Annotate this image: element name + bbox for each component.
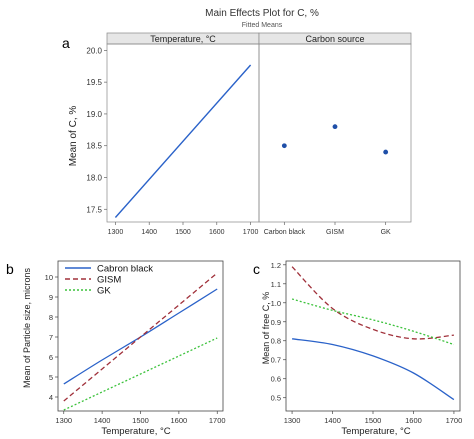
panel-b-xlabel: Temperature, °C [101, 426, 170, 437]
panel-b-xtick-label: 1600 [171, 416, 188, 425]
panel-c-xtick-label: 1500 [365, 416, 382, 425]
legend-label: GISM [97, 275, 121, 286]
panel-c-series-line-3 [291, 298, 455, 346]
panel-b-xtick-label: 1300 [55, 416, 72, 425]
panel-c-xlabel: Temperature, °C [341, 426, 410, 437]
panel-b-ylabel: Mean of Particle size, microns [22, 267, 32, 388]
panel-a-temp-title: Temperature, °C [150, 34, 216, 44]
panel-c-ytick-label: 0.7 [271, 356, 281, 365]
panel-a-ytick-label: 18.5 [86, 142, 102, 151]
panel-a-temperature-line [114, 64, 252, 218]
panel-b: b Mean of Particle size, microns Tempera… [6, 260, 226, 437]
panel-c-frame [285, 260, 461, 412]
panel-b-label: b [6, 261, 14, 277]
panel-a-ytick-label: 19.0 [86, 110, 102, 119]
panel-c-ytick-label: 1.1 [271, 280, 281, 289]
panel-c-ytick-label: 0.6 [271, 375, 281, 384]
panel-c-xtick-label: 1400 [324, 416, 341, 425]
panel-a-carbon-frame [258, 43, 412, 223]
panel-a-carbon-xtick-label: Carbon black [264, 229, 306, 236]
panel-c-ytick-label: 0.9 [271, 318, 281, 327]
panel-b-ytick-label: 6 [49, 353, 53, 362]
panel-c-label: c [253, 261, 260, 277]
panel-c-xtick-label: 1600 [405, 416, 422, 425]
legend-label: GK [97, 286, 111, 297]
panel-c-series-line-2 [291, 266, 454, 340]
panel-a-carbon-xtick-label: GISM [326, 229, 344, 236]
panel-b-ytick-label: 8 [49, 313, 53, 322]
panel-b-ytick-label: 5 [49, 373, 53, 382]
panel-c-ylabel: Mean of free C, % [261, 292, 271, 365]
panel-b-ytick-label: 9 [49, 293, 53, 302]
panel-a: a Mean of C, % Temperature, °C Carbon so… [62, 32, 412, 236]
panel-a-carbon-point [332, 124, 338, 130]
panel-a-ytick-label: 17.5 [86, 205, 102, 214]
panel-a-xtick-label: 1400 [141, 229, 157, 236]
panel-a-ytick-label: 18.0 [86, 174, 102, 183]
legend-label: Cabron black [97, 264, 153, 275]
panel-a-ytick-label: 19.5 [86, 78, 102, 87]
panel-a-xtick-label: 1500 [175, 229, 191, 236]
panel-a-xtick-label: 1600 [209, 229, 225, 236]
panel-c-series-line-1 [292, 338, 455, 401]
panel-b-xtick-label: 1400 [94, 416, 111, 425]
panel-a-temp-frame [106, 43, 260, 223]
panel-a-xtick-label: 1700 [243, 229, 259, 236]
panel-a-carbon-point [383, 149, 389, 155]
panel-a-carbon-title: Carbon source [305, 34, 364, 44]
panel-b-series-line-2 [63, 272, 218, 402]
panel-a-ylabel: Mean of C, % [68, 106, 79, 167]
panel-a-xtick-label: 1300 [108, 229, 124, 236]
figure-subtitle: Fitted Means [242, 22, 283, 29]
panel-c: c Mean of free C, % Temperature, °C 0.5 0… [253, 260, 463, 437]
panel-b-ytick-label: 4 [49, 393, 53, 402]
panel-c-ytick-label: 0.8 [271, 337, 281, 346]
panel-c-ytick-label: 1.2 [271, 261, 281, 270]
panel-a-carbon-xtick-label: GK [381, 229, 391, 236]
panel-a-carbon-point [281, 143, 287, 149]
panel-b-ytick-label: 7 [49, 333, 53, 342]
panel-b-xtick-label: 1700 [209, 416, 226, 425]
panel-c-xtick-label: 1300 [284, 416, 301, 425]
figure-title: Main Effects Plot for C, % [205, 8, 319, 19]
panel-c-ytick-label: 0.5 [271, 394, 281, 403]
panel-a-label: a [62, 35, 70, 51]
panel-b-ytick-label: 10 [45, 273, 53, 282]
panel-b-series-line-3 [63, 337, 218, 411]
panel-c-ytick-label: 1.0 [271, 299, 281, 308]
panel-b-frame [57, 260, 224, 412]
panel-a-ytick-label: 20.0 [86, 46, 102, 55]
panel-b-xtick-label: 1500 [132, 416, 149, 425]
panel-c-xtick-label: 1700 [446, 416, 463, 425]
